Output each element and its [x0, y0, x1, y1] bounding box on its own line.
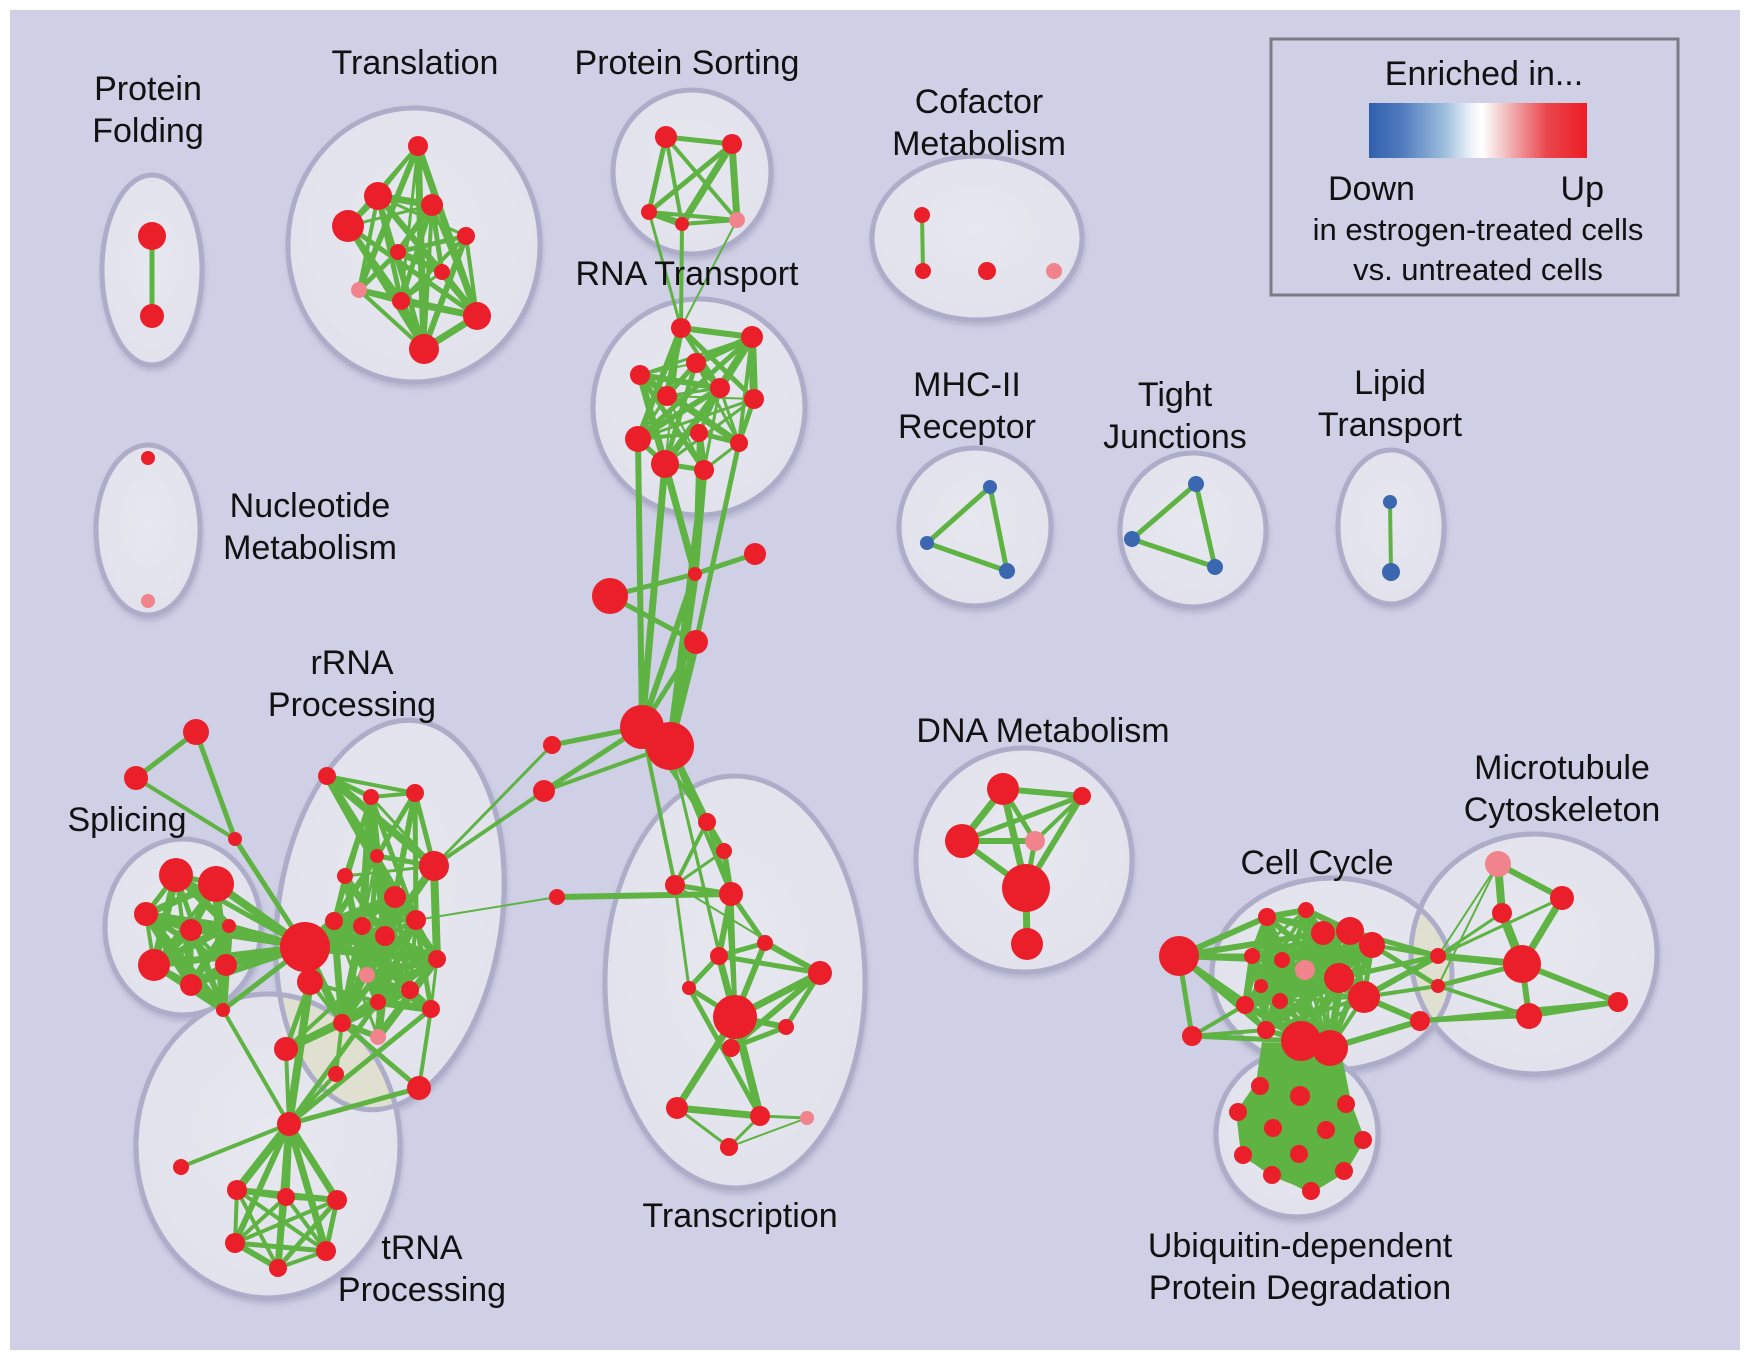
svg-text:Transcription: Transcription	[642, 1197, 837, 1235]
svg-text:Cytoskeleton: Cytoskeleton	[1464, 791, 1661, 829]
svg-text:Metabolism: Metabolism	[223, 529, 397, 567]
svg-text:in estrogen-treated cells: in estrogen-treated cells	[1313, 212, 1644, 247]
svg-text:Protein Sorting: Protein Sorting	[575, 44, 800, 82]
svg-text:Up: Up	[1561, 170, 1604, 208]
svg-text:Junctions: Junctions	[1103, 418, 1247, 456]
svg-text:Transport: Transport	[1318, 406, 1463, 444]
svg-text:Enriched in...: Enriched in...	[1385, 55, 1583, 93]
svg-text:Cell Cycle: Cell Cycle	[1240, 844, 1393, 882]
svg-text:Processing: Processing	[338, 1271, 506, 1309]
svg-text:Translation: Translation	[332, 44, 499, 82]
svg-text:vs. untreated cells: vs. untreated cells	[1353, 252, 1603, 287]
svg-text:DNA Metabolism: DNA Metabolism	[916, 712, 1169, 750]
svg-text:RNA Transport: RNA Transport	[576, 255, 800, 293]
svg-text:Protein Degradation: Protein Degradation	[1149, 1269, 1451, 1307]
svg-text:Lipid: Lipid	[1354, 364, 1426, 402]
svg-text:Ubiquitin-dependent: Ubiquitin-dependent	[1148, 1227, 1453, 1265]
svg-text:rRNA: rRNA	[310, 644, 393, 682]
svg-text:Metabolism: Metabolism	[892, 125, 1066, 163]
svg-text:MHC-II: MHC-II	[913, 366, 1021, 404]
svg-text:Tight: Tight	[1138, 376, 1213, 414]
svg-text:Folding: Folding	[92, 112, 204, 150]
svg-text:Receptor: Receptor	[898, 408, 1036, 446]
svg-text:Microtubule: Microtubule	[1474, 749, 1650, 787]
svg-text:Down: Down	[1328, 170, 1415, 208]
svg-text:Cofactor: Cofactor	[915, 83, 1044, 121]
svg-text:Splicing: Splicing	[67, 801, 186, 839]
svg-text:Nucleotide: Nucleotide	[230, 487, 391, 525]
svg-text:Processing: Processing	[268, 686, 436, 724]
svg-text:Protein: Protein	[94, 70, 202, 108]
svg-text:tRNA: tRNA	[381, 1229, 463, 1267]
